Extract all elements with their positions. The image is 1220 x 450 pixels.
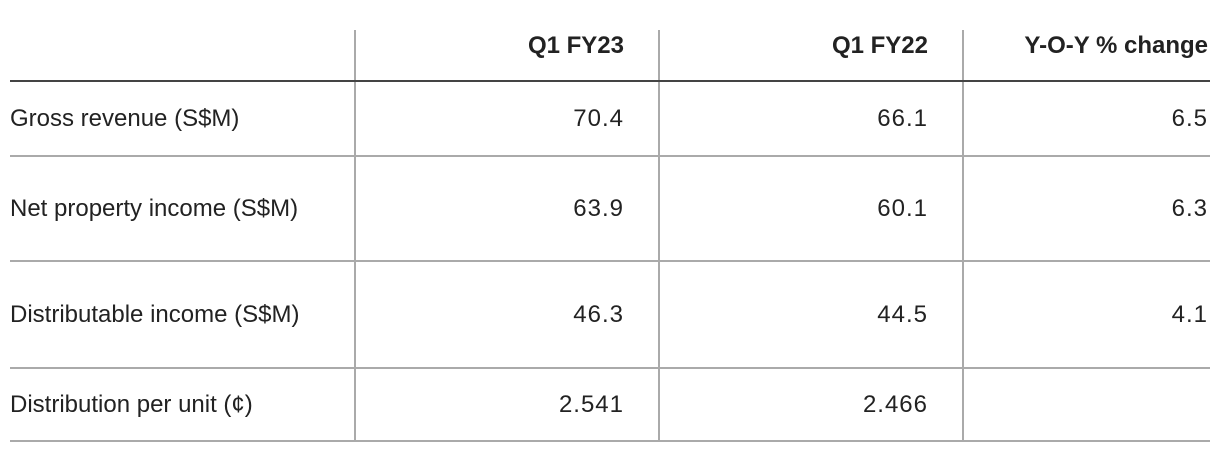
cell-value: 6.5 bbox=[962, 81, 1210, 157]
cell-value: 60.1 bbox=[658, 156, 963, 262]
row-label: Net property income (S$M) bbox=[10, 156, 355, 262]
column-header: Q1 FY22 bbox=[658, 30, 963, 82]
results-table: Q1 FY23 Q1 FY22 Y-O-Y % change Gross reven… bbox=[10, 30, 1210, 442]
header-row: Q1 FY23 Q1 FY22 Y-O-Y % change bbox=[10, 30, 1210, 82]
row-label: Gross revenue (S$M) bbox=[10, 81, 355, 157]
header-corner bbox=[10, 30, 355, 82]
table-row: Net property income (S$M) 63.9 60.1 6.3 bbox=[10, 156, 1210, 262]
cell-value: 70.4 bbox=[354, 81, 659, 157]
cell-value: 63.9 bbox=[354, 156, 659, 262]
table-container: Q1 FY23 Q1 FY22 Y-O-Y % change Gross reven… bbox=[10, 30, 1210, 442]
column-header: Q1 FY23 bbox=[354, 30, 659, 82]
cell-value: 4.1 bbox=[962, 261, 1210, 369]
cell-value: 46.3 bbox=[354, 261, 659, 369]
table-row: Distributable income (S$M) 46.3 44.5 4.1 bbox=[10, 261, 1210, 369]
empty-cell bbox=[962, 368, 1210, 442]
row-label: Distributable income (S$M) bbox=[10, 261, 355, 369]
table-row: Distribution per unit (¢) 2.541 2.466 bbox=[10, 368, 1210, 442]
cell-value: 2.466 bbox=[658, 368, 963, 442]
cell-value: 66.1 bbox=[658, 81, 963, 157]
table-body: Gross revenue (S$M) 70.4 66.1 6.5 Net proper… bbox=[10, 81, 1210, 442]
cell-value: 2.541 bbox=[354, 368, 659, 442]
row-label: Distribution per unit (¢) bbox=[10, 368, 355, 442]
column-header: Y-O-Y % change bbox=[962, 30, 1210, 82]
table-row: Gross revenue (S$M) 70.4 66.1 6.5 bbox=[10, 81, 1210, 157]
cell-value: 44.5 bbox=[658, 261, 963, 369]
cell-value: 6.3 bbox=[962, 156, 1210, 262]
